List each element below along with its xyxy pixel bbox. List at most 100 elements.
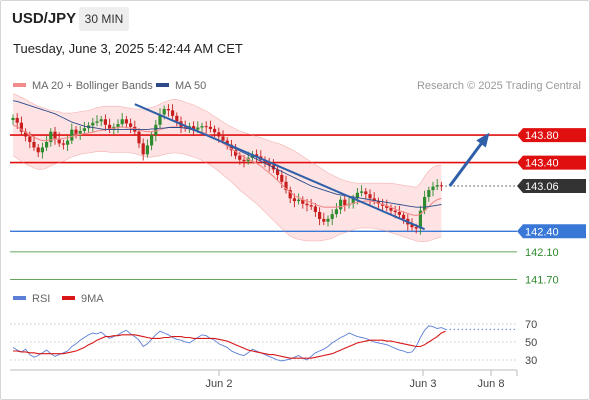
rsi-line [12,325,446,362]
candle-down [280,174,284,182]
chart-datetime: Tuesday, June 3, 2025 5:42:44 AM CET [13,41,243,56]
legend-rsi-ma-label: 9MA [81,293,104,305]
legend-rsi-label: RSI [32,293,51,305]
candle-down [410,224,414,228]
candle-up [360,191,364,193]
candle-down [389,207,393,211]
candle-down [24,131,28,137]
candle-down [284,181,288,191]
x-tick-label: Jun 8 [478,378,505,390]
candle-up [82,128,86,131]
level-tag [517,155,586,170]
candle-down [402,214,406,219]
candle-down [124,119,128,124]
level-label: 142.10 [525,247,559,259]
candle-up [78,130,82,134]
candle-down [15,117,19,123]
candle-down [309,205,313,207]
candle-down [255,154,259,157]
candle-up [200,126,204,128]
candle-up [145,145,149,155]
research-credit: Research © 2025 Trading Central [416,80,581,92]
candle-up [355,192,359,199]
candle-down [276,169,280,175]
candle-down [175,115,179,122]
candle-down [57,138,61,144]
candle-up [70,129,74,141]
candle-up [330,214,334,219]
candle-up [418,210,422,229]
annotations [134,103,490,231]
level-label: 143.80 [525,130,559,142]
candle-down [183,126,187,129]
x-axis: Jun 2 Jun 3 Jun 8 [10,369,518,390]
rsi-tick-label: 70 [525,319,537,331]
legend-ma50: MA 50 [156,80,206,92]
x-tick-label: Jun 2 [206,378,233,390]
candle-down [313,206,317,213]
rsi-ma-line [13,330,446,359]
candle-up [66,140,70,145]
candle-down [129,123,133,127]
candle-down [393,210,397,213]
candle-up [162,108,166,115]
level-labels: 143.80 143.40 143.06 142.40 142.10 141.70 [517,128,586,286]
candle-down [305,203,309,206]
indicator-lines [12,93,442,242]
candle-up [297,199,301,202]
candle-down [53,131,57,139]
timeframe-button[interactable]: 30 MIN [79,7,129,31]
rsi-swatch [13,296,26,301]
candle-up [95,121,99,123]
candle-down [225,140,229,145]
candle-down [301,199,305,204]
rsi-tick-label: 50 [525,337,537,349]
candle-down [238,155,242,160]
candle-down [28,136,32,142]
candle-down [385,205,389,208]
level-tag [517,128,586,143]
ma20-line [12,124,442,217]
bollinger-band-fill [13,93,442,242]
candle-down [397,212,401,215]
candle-up [423,196,427,211]
candle-up [339,199,343,210]
level-label: 143.40 [525,158,559,170]
candle-up [154,124,158,136]
legend-rsi-ma: 9MA [62,293,104,305]
candle-down [137,131,141,144]
legend-bollinger-label: MA 20 + Bollinger Bands [32,80,153,92]
level-tag [517,224,586,239]
bollinger-upper-line [12,93,442,188]
candle-down [364,191,368,195]
candle-down [414,227,418,229]
candle-up [99,119,103,122]
candle-up [431,186,435,191]
candle-up [250,154,254,158]
candle-down [108,124,112,130]
candle-up [120,119,124,125]
level-tag [517,178,586,193]
candle-down [221,136,225,141]
symbol-title: USD/JPY [12,10,77,27]
rsi-tick-label: 30 [525,355,537,367]
candle-down [74,129,78,134]
candle-down [372,198,376,202]
bollinger-swatch [13,83,26,88]
candle-up [150,135,154,146]
candle-down [204,126,208,128]
candle-down [217,132,221,137]
candle-down [213,128,217,133]
candle-up [40,147,44,153]
candle-down [171,110,175,116]
candle-down [376,201,380,204]
bollinger-bands [13,93,442,242]
level-label: 143.06 [525,181,559,193]
candle-down [267,162,271,166]
candle-down [439,185,443,187]
candle-down [61,143,65,145]
level-label: 141.70 [525,274,559,286]
candle-up [116,124,120,127]
forecast-arrow-head [476,132,490,148]
candle-down [322,218,326,222]
